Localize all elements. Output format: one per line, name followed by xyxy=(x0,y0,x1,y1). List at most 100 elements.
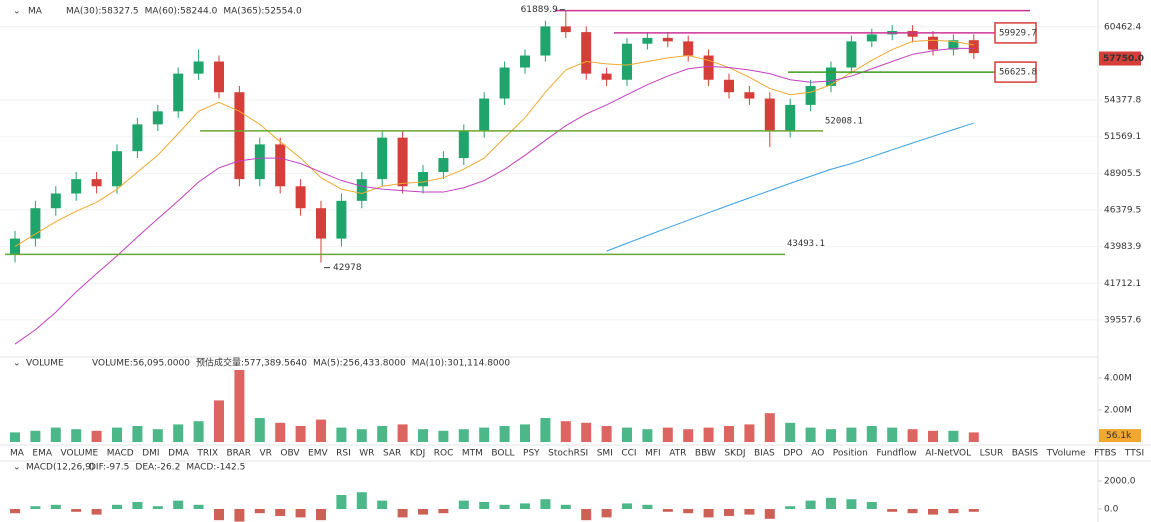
volume-bar xyxy=(560,421,571,442)
low-marker: 42978 xyxy=(333,263,362,273)
indicator-tab[interactable]: Fundflow xyxy=(876,449,916,459)
indicator-tab[interactable]: DMA xyxy=(168,449,190,459)
indicator-tab[interactable]: VR xyxy=(259,449,271,459)
indicator-tab[interactable]: BBW xyxy=(695,449,716,459)
indicator-tab[interactable]: DPO xyxy=(783,449,802,459)
macd-bar xyxy=(10,509,20,514)
indicator-tab[interactable]: SMI xyxy=(597,449,613,459)
macd-bar xyxy=(112,504,122,509)
macd-bar xyxy=(744,509,755,515)
macd-bar xyxy=(581,509,592,521)
indicator-tab[interactable]: BASIS xyxy=(1012,449,1039,459)
volume-bar xyxy=(254,418,265,442)
last-price-tag xyxy=(1099,51,1141,66)
indicator-tab[interactable]: TTSI xyxy=(1124,449,1144,459)
indicator-tab[interactable]: CCI xyxy=(621,449,636,459)
macd-bar xyxy=(458,500,469,509)
volume-bar xyxy=(112,427,122,442)
indicator-tab[interactable]: TRIX xyxy=(196,449,218,459)
y-tick-label: 48905.5 xyxy=(1104,169,1141,179)
y-tick-label: 0.0 xyxy=(1104,505,1119,515)
candle-body xyxy=(275,144,286,187)
indicator-tab[interactable]: SAR xyxy=(383,449,401,459)
indicator-tab[interactable]: MFI xyxy=(645,449,661,459)
indicator-tab[interactable]: EMV xyxy=(308,449,328,459)
candle-body xyxy=(458,130,469,159)
macd-bar xyxy=(71,509,82,512)
volume-bar xyxy=(805,427,816,442)
macd-bar xyxy=(499,504,510,509)
candle-body xyxy=(418,172,428,187)
volume-bar xyxy=(214,400,224,442)
volume-bar xyxy=(438,430,449,442)
indicator-tab[interactable]: LSUR xyxy=(980,449,1004,459)
macd-bar xyxy=(50,504,61,509)
volume-bar xyxy=(418,429,428,442)
candle-body xyxy=(71,179,82,194)
macd-bar xyxy=(356,492,367,509)
candle-body xyxy=(826,67,836,86)
legend-item: MA(5):256,433.8000 xyxy=(313,359,406,369)
indicator-tab[interactable]: BIAS xyxy=(754,449,775,459)
candle-body xyxy=(907,30,918,37)
indicator-tab[interactable]: PSY xyxy=(523,449,540,459)
indicator-tab[interactable]: EMA xyxy=(32,449,52,459)
indicator-tab[interactable]: DMI xyxy=(142,449,159,459)
volume-bar xyxy=(397,424,408,442)
legend-item: MA(10):301,114.8000 xyxy=(412,359,511,369)
indicator-tab[interactable]: StochRSI xyxy=(548,449,588,459)
y-tick-label: 54377.8 xyxy=(1104,96,1141,106)
volume-bar xyxy=(132,426,143,442)
indicator-tab[interactable]: SKDJ xyxy=(724,449,745,459)
candle-body xyxy=(10,238,20,255)
macd-bar xyxy=(785,506,796,509)
volume-bar xyxy=(744,424,755,442)
ma-line xyxy=(14,39,974,247)
volume-bar xyxy=(826,429,836,442)
y-tick-label: 43983.9 xyxy=(1104,242,1141,252)
indicator-tab[interactable]: BOLL xyxy=(491,449,514,459)
legend-item: VOLUME:56,095.0000 xyxy=(92,359,190,369)
collapse-icon[interactable]: ⌄ xyxy=(13,463,21,473)
legend-item: MA(30):58327.5 xyxy=(66,7,139,17)
macd-bar xyxy=(377,500,388,509)
indicator-tab[interactable]: FTBS xyxy=(1094,449,1117,459)
indicator-tab[interactable]: AO xyxy=(811,449,824,459)
indicator-tab[interactable]: OBV xyxy=(280,449,300,459)
candle-body xyxy=(132,124,143,152)
candle-body xyxy=(193,61,204,74)
volume-panel-title: VOLUME xyxy=(26,359,64,369)
indicator-tab[interactable]: MA xyxy=(10,449,25,459)
volume-bar xyxy=(887,427,898,442)
candle-body xyxy=(377,137,388,180)
ma-line xyxy=(14,47,974,345)
volume-bar xyxy=(764,413,775,442)
indicator-tab[interactable]: AI-NetVOL xyxy=(925,449,971,459)
candle-body xyxy=(581,32,592,74)
indicator-tab[interactable]: WR xyxy=(359,449,374,459)
indicator-tab[interactable]: VOLUME xyxy=(61,449,99,459)
volume-bar xyxy=(295,426,306,442)
indicator-tab[interactable]: TVolume xyxy=(1046,449,1086,459)
legend-item: MA(365):52554.0 xyxy=(223,7,302,17)
macd-bar xyxy=(601,509,612,518)
macd-bar xyxy=(173,500,184,509)
level-label: 52008.1 xyxy=(825,116,863,126)
collapse-icon[interactable]: ⌄ xyxy=(13,7,21,17)
collapse-icon[interactable]: ⌄ xyxy=(13,359,21,369)
indicator-tab[interactable]: MTM xyxy=(462,449,483,459)
level-label-box xyxy=(994,61,1037,83)
indicator-tab[interactable]: KDJ xyxy=(410,449,426,459)
indicator-tab[interactable]: MACD xyxy=(107,449,134,459)
macd-bar xyxy=(438,509,449,514)
indicator-tab[interactable]: BRAR xyxy=(227,449,251,459)
volume-bar xyxy=(91,430,102,442)
indicator-tab[interactable]: ROC xyxy=(434,449,454,459)
volume-bar xyxy=(581,422,592,442)
indicator-tab[interactable]: ATR xyxy=(669,449,686,459)
volume-bar xyxy=(703,427,714,442)
indicator-tab[interactable]: RSI xyxy=(336,449,351,459)
candle-body xyxy=(683,41,694,56)
indicator-tab[interactable]: Position xyxy=(833,449,868,459)
candle-body xyxy=(805,85,816,105)
